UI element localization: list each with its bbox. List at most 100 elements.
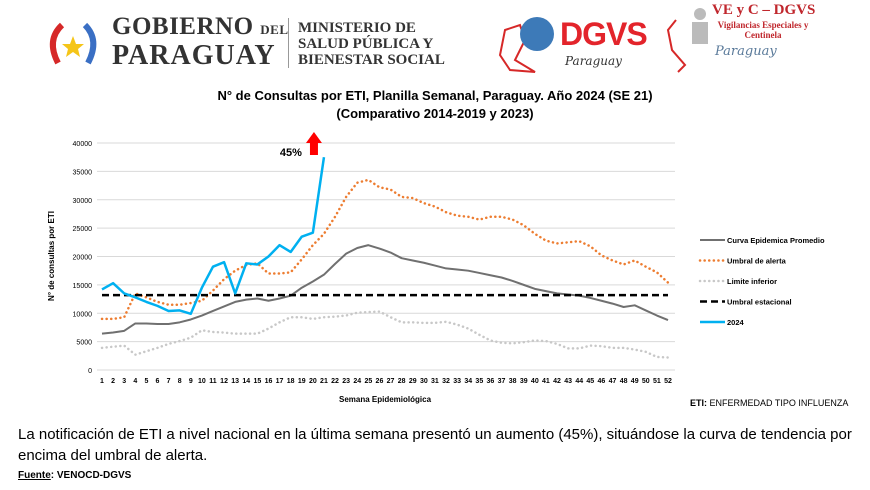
x-tick-label: 3 <box>122 378 126 385</box>
up-arrow-icon <box>305 132 322 155</box>
x-tick-label: 39 <box>520 378 528 385</box>
x-tick-label: 43 <box>564 378 572 385</box>
x-tick-label: 49 <box>631 378 639 385</box>
x-tick-label: 13 <box>231 378 239 385</box>
series-line-umbral-de-alerta <box>100 178 670 321</box>
series-line-2024 <box>101 157 326 316</box>
x-tick-label: 37 <box>498 378 506 385</box>
x-tick-label: 12 <box>220 378 228 385</box>
x-tick-label: 24 <box>353 378 361 385</box>
dgvs-logo: DGVS <box>560 16 648 52</box>
source: Fuente: VENOCD-DGVS <box>18 470 131 481</box>
header-divider <box>288 18 289 68</box>
ministerio-line: SALUD PÚBLICA Y <box>298 36 434 52</box>
x-tick-label: 31 <box>431 378 439 385</box>
series-line-curva-epidemica-promedio <box>101 244 669 335</box>
x-tick-label: 35 <box>475 378 483 385</box>
y-tick-label: 40000 <box>73 141 93 148</box>
dgvs-logo-sub: Paraguay <box>565 54 622 68</box>
legend-label: Umbral estacional <box>727 298 792 307</box>
gobierno-title: GOBIERNO DEL <box>112 14 289 43</box>
x-tick-label: 27 <box>387 378 395 385</box>
x-tick-label: 7 <box>167 378 171 385</box>
series-line-limite-inferior <box>100 310 670 359</box>
x-tick-label: 45 <box>586 378 594 385</box>
legend-label: Umbral de alerta <box>727 257 787 266</box>
x-tick-label: 23 <box>342 378 350 385</box>
x-tick-label: 4 <box>133 378 137 385</box>
increase-annotation: 45% <box>280 147 302 159</box>
x-tick-label: 19 <box>298 378 306 385</box>
y-tick-label: 15000 <box>73 283 93 290</box>
x-tick-label: 33 <box>453 378 461 385</box>
ministerio-line: MINISTERIO DE <box>298 20 416 36</box>
x-tick-label: 10 <box>198 378 206 385</box>
source-label: Fuente <box>18 470 51 481</box>
x-tick-label: 34 <box>464 378 472 385</box>
source-text: : VENOCD-DGVS <box>50 470 132 481</box>
ministerio-title: MINISTERIO DE SALUD PÚBLICA Y BIENESTAR … <box>298 20 445 68</box>
x-tick-label: 18 <box>287 378 295 385</box>
eti-footnote-label: ETI: <box>690 398 707 408</box>
gobierno-paraguay: PARAGUAY <box>112 40 276 71</box>
x-tick-label: 1 <box>100 378 104 385</box>
chart-title: N° de Consultas por ETI, Planilla Semana… <box>217 88 653 103</box>
legend-label: 2024 <box>727 318 745 327</box>
chart-subtitle: (Comparativo 2014-2019 y 2023) <box>336 106 534 121</box>
x-tick-label: 22 <box>331 378 339 385</box>
gobierno-word: GOBIERNO <box>112 13 254 40</box>
x-tick-label: 21 <box>320 378 328 385</box>
ministerio-line: BIENESTAR SOCIAL <box>298 52 445 68</box>
y-tick-label: 30000 <box>73 198 93 205</box>
x-tick-label: 40 <box>531 378 539 385</box>
x-tick-label: 48 <box>620 378 628 385</box>
vec-logo-sub: Vigilancias Especiales y Centinela <box>717 20 809 40</box>
gobierno-del: DEL <box>260 22 289 37</box>
x-tick-label: 29 <box>409 378 417 385</box>
x-tick-label: 6 <box>156 378 160 385</box>
legend-label: Limite inferior <box>727 277 777 286</box>
y-tick-label: 20000 <box>73 255 93 262</box>
x-tick-label: 46 <box>598 378 606 385</box>
x-tick-label: 28 <box>398 378 406 385</box>
gobierno-emblem <box>49 22 97 65</box>
x-axis-label: Semana Epidemiológica <box>339 395 432 404</box>
x-tick-label: 5 <box>144 378 148 385</box>
x-tick-label: 36 <box>487 378 495 385</box>
x-tick-label: 2 <box>111 378 115 385</box>
eti-footnote-text: ENFERMEDAD TIPO INFLUENZA <box>707 398 849 408</box>
vec-logo-country: Paraguay <box>715 44 777 59</box>
x-tick-label: 26 <box>376 378 384 385</box>
y-tick-label: 10000 <box>73 311 93 318</box>
x-tick-label: 17 <box>276 378 284 385</box>
x-tick-label: 25 <box>364 378 372 385</box>
x-tick-label: 20 <box>309 378 317 385</box>
y-tick-label: 5000 <box>76 340 92 347</box>
x-tick-label: 52 <box>664 378 672 385</box>
x-tick-label: 14 <box>242 378 250 385</box>
y-axis-label: N° de consultas por ETI <box>47 211 56 301</box>
y-tick-label: 0 <box>88 368 92 375</box>
legend-label: Curva Epidemica Promedio <box>727 236 825 245</box>
x-tick-label: 50 <box>642 378 650 385</box>
x-tick-label: 47 <box>609 378 617 385</box>
eti-footnote: ETI: ENFERMEDAD TIPO INFLUENZA <box>690 398 848 408</box>
x-tick-label: 11 <box>209 378 217 385</box>
vec-logo-icon <box>666 8 708 73</box>
y-tick-label: 35000 <box>73 169 93 176</box>
x-tick-label: 30 <box>420 378 428 385</box>
y-tick-label: 25000 <box>73 226 93 233</box>
x-tick-label: 16 <box>265 378 273 385</box>
dgvs-globe-icon <box>498 17 554 73</box>
x-tick-label: 15 <box>253 378 261 385</box>
x-tick-label: 8 <box>178 378 182 385</box>
x-tick-label: 32 <box>442 378 450 385</box>
summary-note: La notificación de ETI a nivel nacional … <box>18 426 852 464</box>
x-tick-label: 44 <box>575 378 583 385</box>
x-tick-label: 42 <box>553 378 561 385</box>
x-tick-label: 41 <box>542 378 550 385</box>
x-tick-label: 51 <box>653 378 661 385</box>
vec-logo-title: VE y C – DGVS <box>712 2 816 18</box>
x-tick-label: 9 <box>189 378 193 385</box>
